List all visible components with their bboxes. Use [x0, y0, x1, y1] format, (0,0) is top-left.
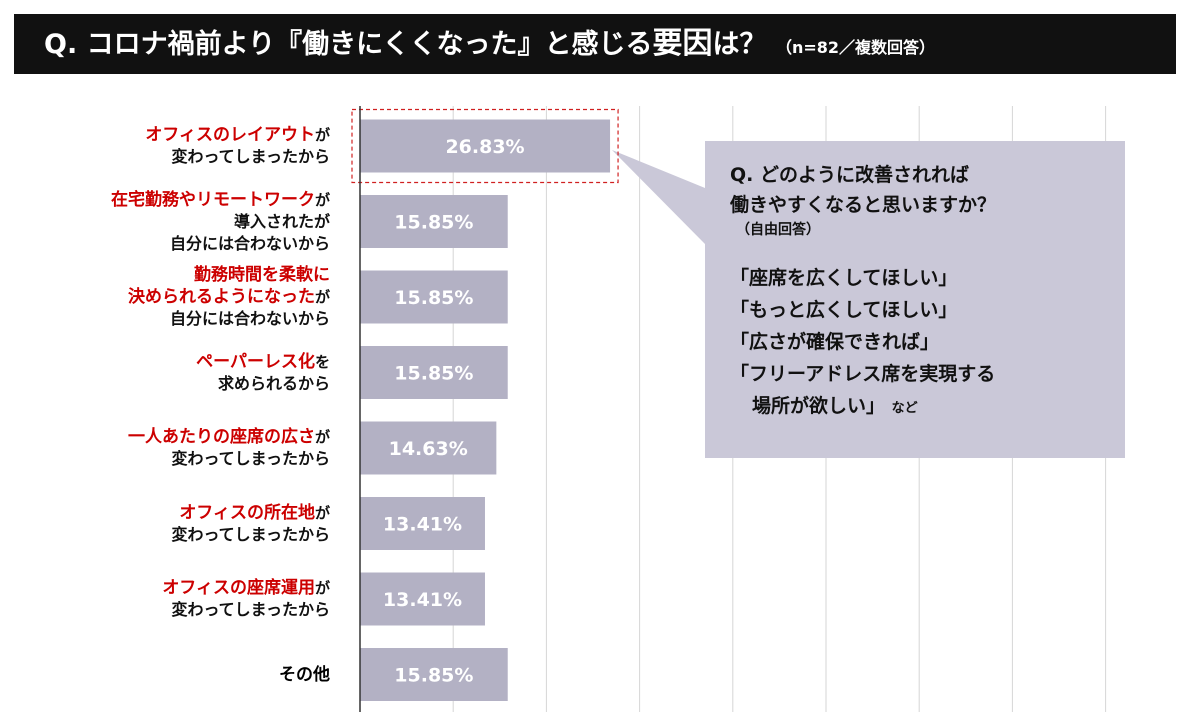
- bar: [360, 497, 485, 550]
- category-label-highlight: 決められるようになった: [127, 287, 315, 307]
- data-label: 15.85%: [394, 665, 473, 687]
- category-label-text: 変わってしまったから: [171, 600, 330, 619]
- title-emphasis: 要因: [652, 26, 713, 61]
- category-label-line: 自分には合わないから: [128, 308, 330, 330]
- category-label-highlight: ペーパーレス化: [196, 351, 315, 372]
- category-label-text: 変わってしまったから: [171, 147, 330, 166]
- answer-item: 「フリーアドレス席を実現する: [730, 363, 996, 385]
- category-label-highlight: オフィスのレイアウト: [145, 125, 315, 145]
- bar: [360, 572, 485, 626]
- category-label-text: 自分には合わないから: [169, 233, 330, 253]
- category-label-text: が: [314, 190, 330, 209]
- title-tail: は？: [712, 29, 767, 60]
- data-label: 15.85%: [394, 212, 473, 234]
- answer-item: 「広さが確保できれば」: [730, 331, 940, 353]
- category-label-highlight: オフィスの座席運用: [162, 578, 315, 598]
- category-label-text: が: [314, 503, 330, 522]
- bar: [360, 648, 508, 701]
- data-label: 13.41%: [383, 589, 462, 611]
- category-label: オフィスの座席運用が 変わってしまったから: [162, 577, 330, 621]
- category-label-text: 求められるから: [217, 373, 330, 393]
- category-label-line: 導入されたが: [111, 211, 330, 233]
- answer-item: 「座席を広くしてほしい」: [730, 267, 958, 289]
- category-label-line: 自分には合わないから: [111, 233, 330, 255]
- category-label-highlight: 勤務時間を柔軟に: [194, 265, 330, 285]
- category-label-line: 一人あたりの座席の広さが: [128, 426, 330, 448]
- title-bar: [14, 14, 1176, 74]
- bar: [360, 270, 508, 324]
- bar: [360, 421, 497, 475]
- category-label-text: が: [314, 579, 330, 597]
- category-label-text: 自分には合わないから: [169, 309, 330, 328]
- category-label-line: 勤務時間を柔軟に: [128, 264, 330, 286]
- category-label-line: 変わってしまったから: [145, 146, 330, 168]
- category-label: オフィスの所在地が 変わってしまったから: [171, 502, 330, 546]
- callout-question-line2: 働きやすくなると思いますか？: [730, 194, 997, 216]
- bar: [360, 195, 508, 248]
- answer-item: 場所が欲しい」 など: [730, 390, 996, 425]
- category-label-highlight: 一人あたりの座席の広さ: [127, 427, 315, 447]
- category-label-line: オフィスの所在地が: [171, 502, 330, 524]
- category-label-line: 変わってしまったから: [128, 448, 330, 470]
- category-label-line: 求められるから: [196, 373, 330, 395]
- answer-last: 場所が欲しい」: [752, 395, 886, 417]
- callout-answers: 「座席を広くしてほしい」 「もっと広くしてほしい」 「広さが確保できれば」 「フ…: [730, 262, 996, 425]
- category-label-text: が: [314, 288, 330, 306]
- category-label-line: オフィスの座席運用が: [162, 577, 330, 599]
- data-label: 15.85%: [394, 287, 473, 309]
- callout-pointer: [612, 150, 705, 244]
- category-label-line: オフィスのレイアウトが: [145, 124, 330, 146]
- data-label: 15.85%: [394, 363, 473, 385]
- category-label-text: その他: [279, 664, 330, 685]
- title-question: Q. コロナ禍前より『働きにくくなった』と感じる: [44, 29, 653, 60]
- category-label-text: 導入されたが: [233, 211, 330, 231]
- category-label-text: 変わってしまったから: [171, 524, 330, 544]
- bar: [360, 346, 508, 399]
- chart-title: Q. コロナ禍前より『働きにくくなった』と感じる要因は？ （n=82／複数回答）: [44, 14, 935, 78]
- callout-question-sub: （自由回答）: [736, 222, 820, 238]
- category-label-line: 変わってしまったから: [162, 599, 330, 621]
- data-label: 26.83%: [445, 136, 524, 158]
- category-label-text: が: [314, 428, 330, 446]
- category-label-line: 決められるようになったが: [128, 286, 330, 308]
- category-label-text: 変わってしまったから: [171, 449, 330, 468]
- category-label: オフィスのレイアウトが 変わってしまったから: [145, 124, 330, 168]
- category-label: 一人あたりの座席の広さが 変わってしまったから: [128, 426, 330, 470]
- callout-text: Q. どのように改善されれば 働きやすくなると思いますか？ （自由回答） 「座席…: [730, 160, 996, 425]
- sample-note: （n=82／複数回答）: [775, 38, 936, 57]
- data-label: 13.41%: [383, 514, 462, 536]
- category-label: 在宅勤務やリモートワークが 導入されたが 自分には合わないから: [111, 189, 330, 255]
- category-label-line: その他: [279, 664, 330, 686]
- category-label-line: 在宅勤務やリモートワークが: [111, 189, 330, 211]
- bar: [360, 119, 611, 173]
- callout-box: [705, 141, 1125, 458]
- category-label-line: 変わってしまったから: [171, 524, 330, 546]
- answer-item: 「もっと広くしてほしい」: [730, 299, 958, 321]
- category-label: 勤務時間を柔軟に 決められるようになったが 自分には合わないから: [128, 264, 330, 330]
- category-label-highlight: 在宅勤務やリモートワーク: [110, 189, 315, 210]
- data-label: 14.63%: [389, 438, 468, 460]
- category-label: その他: [279, 664, 330, 686]
- callout-question-line1: Q. どのように改善されれば: [730, 164, 969, 186]
- highlight-frame: [351, 108, 619, 184]
- category-label: ペーパーレス化を 求められるから: [196, 351, 330, 395]
- category-label-text: が: [314, 126, 330, 144]
- category-label-highlight: オフィスの所在地: [179, 502, 315, 523]
- category-label-text: を: [314, 352, 330, 371]
- answer-suffix: など: [891, 401, 918, 416]
- category-label-line: ペーパーレス化を: [196, 351, 330, 373]
